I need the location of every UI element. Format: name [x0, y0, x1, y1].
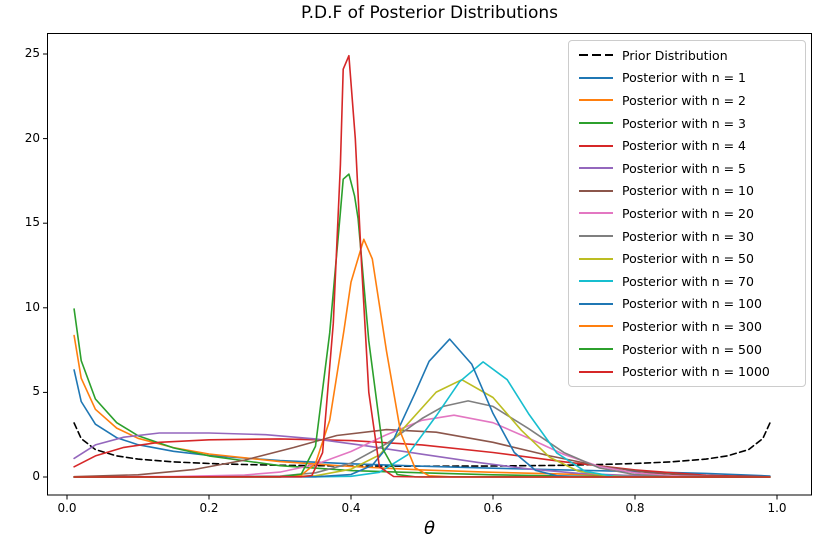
x-tick-label: 0.0: [57, 501, 77, 515]
x-tick-label: 0.6: [483, 501, 503, 515]
y-tick-label: 10: [24, 299, 40, 314]
legend-row: Posterior with n = 3: [569, 112, 805, 135]
legend-line-sample: [579, 257, 613, 260]
legend-line-sample: [579, 235, 613, 238]
series-line-posterior-with-n-1: [73, 369, 771, 477]
legend-label: Posterior with n = 5: [622, 160, 747, 176]
series-line-posterior-with-n-1000: [73, 54, 771, 478]
legend-label: Posterior with n = 300: [622, 318, 762, 334]
legend-label: Posterior with n = 3: [622, 115, 747, 131]
legend-line-sample: [579, 212, 613, 215]
legend-line-sample: [579, 280, 613, 283]
legend-line-sample: [579, 325, 613, 328]
legend-row: Prior Distribution: [569, 44, 805, 67]
legend-label: Posterior with n = 50: [622, 251, 754, 267]
axes-frame: [47, 33, 812, 496]
legend-label: Posterior with n = 30: [622, 228, 754, 244]
legend-row: Posterior with n = 10: [569, 180, 805, 203]
y-tick-label: 20: [24, 130, 40, 145]
x-tick-label: 1.0: [767, 501, 787, 515]
x-axis-label: θ: [423, 518, 435, 539]
y-tick-label: 0: [32, 469, 40, 483]
legend-label: Posterior with n = 20: [622, 205, 754, 221]
legend-row: Posterior with n = 100: [569, 293, 805, 316]
legend-label: Prior Distribution: [622, 47, 728, 63]
legend-line-sample: [579, 167, 613, 170]
series-line-posterior-with-n-10: [73, 428, 771, 478]
series-line-posterior-with-n-20: [73, 414, 771, 478]
legend-label: Posterior with n = 70: [622, 273, 754, 289]
legend-line-sample: [579, 54, 613, 57]
legend-row: Posterior with n = 30: [569, 225, 805, 248]
x-tick-label: 0.2: [199, 501, 219, 515]
legend-line-sample: [579, 189, 613, 192]
legend-row: Posterior with n = 1000: [569, 360, 805, 383]
legend-line-sample: [579, 370, 613, 373]
legend-line-sample: [579, 302, 613, 305]
legend-row: Posterior with n = 70: [569, 270, 805, 293]
series-line-posterior-with-n-500: [73, 173, 771, 478]
legend-line-sample: [579, 122, 613, 125]
legend-row: Posterior with n = 2: [569, 89, 805, 112]
legend-label: Posterior with n = 2: [622, 92, 747, 108]
legend-line-sample: [579, 144, 613, 147]
legend-label: Posterior with n = 500: [622, 341, 762, 357]
legend-row: Posterior with n = 1: [569, 67, 805, 90]
series-line-posterior-with-n-5: [73, 432, 771, 478]
legend-line-sample: [579, 76, 613, 79]
legend-label: Posterior with n = 4: [622, 138, 747, 154]
legend-row: Posterior with n = 500: [569, 338, 805, 361]
legend-label: Posterior with n = 100: [622, 296, 762, 312]
legend-label: Posterior with n = 10: [622, 183, 754, 199]
legend-row: Posterior with n = 50: [569, 247, 805, 270]
legend-line-sample: [579, 99, 613, 102]
legend-row: Posterior with n = 300: [569, 315, 805, 338]
series-line-posterior-with-n-4: [73, 438, 771, 478]
x-tick-label: 0.8: [625, 501, 645, 515]
y-tick-label: 15: [24, 215, 40, 230]
chart-title: P.D.F of Posterior Distributions: [300, 3, 559, 23]
legend-row: Posterior with n = 4: [569, 134, 805, 157]
y-tick-label: 5: [32, 384, 40, 399]
y-tick-label: 25: [24, 46, 40, 60]
legend-line-sample: [579, 348, 613, 351]
legend-label: Posterior with n = 1: [622, 70, 747, 86]
x-tick-label: 0.4: [341, 501, 361, 515]
legend-label: Posterior with n = 1000: [622, 364, 770, 380]
legend-row: Posterior with n = 20: [569, 202, 805, 225]
legend-row: Posterior with n = 5: [569, 157, 805, 180]
legend: Prior Distribution Posterior with n = 1 Po…: [568, 40, 806, 387]
